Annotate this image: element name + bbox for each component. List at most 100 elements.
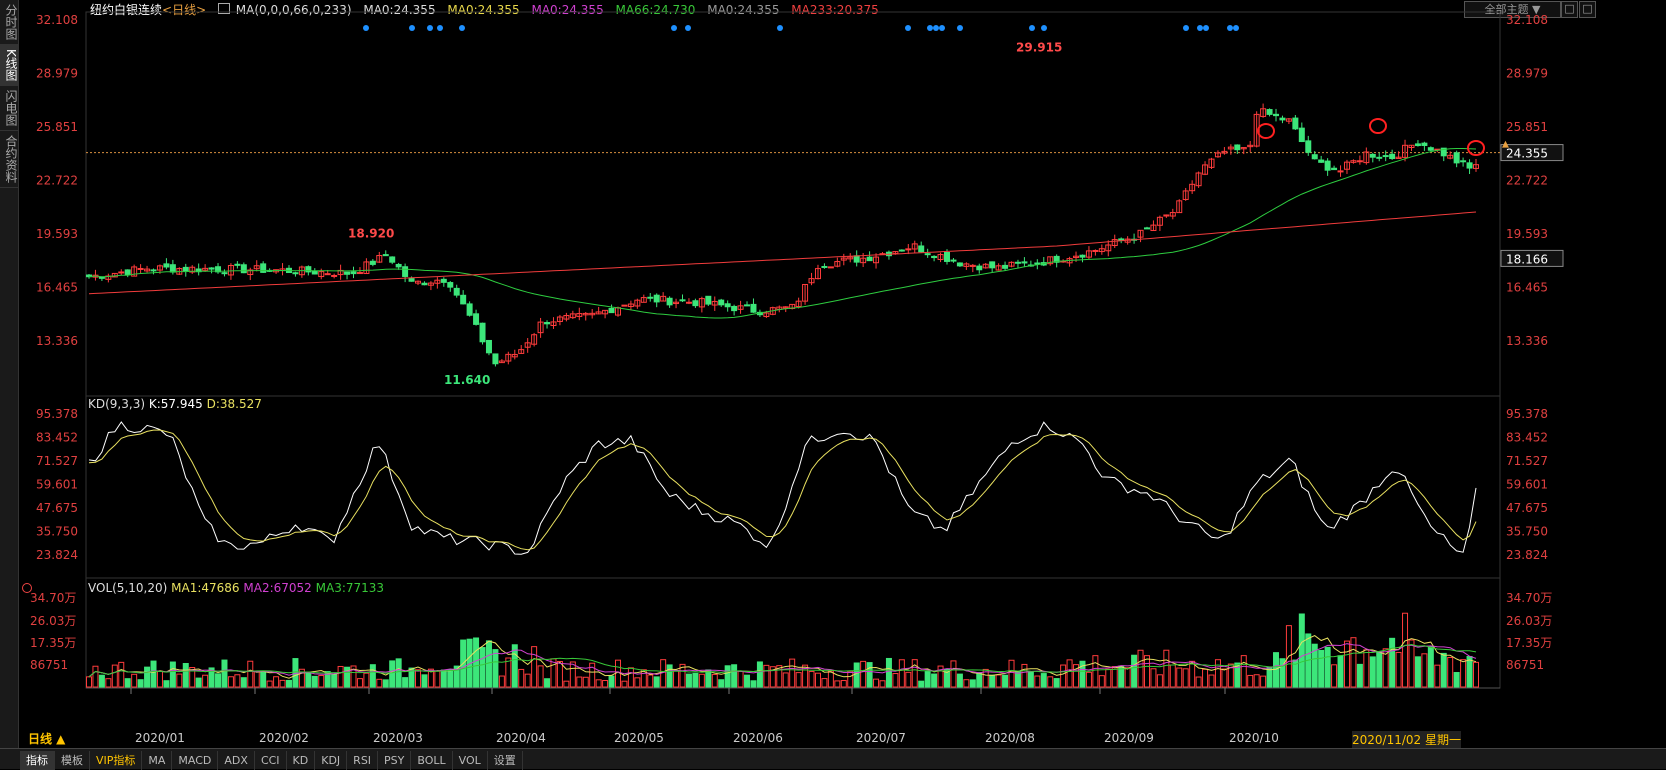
kd-tick-left: 47.675 xyxy=(36,501,78,515)
volume-bar xyxy=(1343,640,1350,688)
indicator-tab[interactable]: 模板 xyxy=(55,751,90,770)
candle-body xyxy=(434,279,441,284)
candle-body xyxy=(227,265,234,276)
candle-body xyxy=(1169,212,1176,217)
price-tick-left: 28.979 xyxy=(36,67,78,81)
candle-body xyxy=(440,278,447,283)
candle-body xyxy=(1460,160,1467,163)
volume-bar xyxy=(415,669,422,688)
volume-bar xyxy=(892,673,899,688)
volume-bar xyxy=(582,676,589,688)
candle-body xyxy=(802,283,809,302)
volume-bar xyxy=(156,670,163,688)
volume-bar xyxy=(169,661,176,688)
volume-bar xyxy=(369,664,376,688)
candle-body xyxy=(331,274,338,277)
tab-lightning[interactable]: 闪电图 xyxy=(0,86,18,131)
indicator-tab[interactable]: RSI xyxy=(347,751,379,770)
candle-body xyxy=(1182,190,1189,200)
tab-intraday[interactable]: 分时图 xyxy=(0,0,18,45)
price-tick-left: 13.336 xyxy=(36,334,78,348)
indicator-tab[interactable]: ADX xyxy=(218,751,255,770)
indicator-tab[interactable]: MA xyxy=(142,751,173,770)
volume-bar xyxy=(1047,676,1054,688)
candle-body xyxy=(240,264,247,274)
candle-body xyxy=(531,334,538,345)
volume-bar xyxy=(956,673,963,688)
ma-value: MA0:24.355 xyxy=(707,3,780,17)
signal-dot xyxy=(409,25,415,31)
candle-body xyxy=(763,312,770,318)
indicator-tab[interactable]: 设置 xyxy=(488,751,523,770)
annotation-circle xyxy=(1369,118,1387,134)
candle-body xyxy=(847,256,854,260)
indicator-tab[interactable]: KDJ xyxy=(315,751,348,770)
volume-bar xyxy=(750,680,757,688)
indicator-tab[interactable]: VOL xyxy=(453,751,488,770)
vol-tick-right: 86751 xyxy=(1506,658,1544,672)
volume-bar xyxy=(1131,654,1138,688)
window-button[interactable]: □ xyxy=(1561,1,1578,18)
candle-body xyxy=(956,262,963,267)
volume-bar xyxy=(944,668,951,688)
indicator-tab[interactable]: 指标 xyxy=(20,751,55,770)
volume-bar xyxy=(1460,659,1467,688)
period-button[interactable]: 日线 ▲ xyxy=(28,732,66,746)
candle-body xyxy=(1143,227,1150,230)
volume-bar xyxy=(853,662,860,688)
indicator-tab[interactable]: CCI xyxy=(255,751,287,770)
candle-body xyxy=(324,273,331,276)
volume-bar xyxy=(1369,656,1376,688)
kd-tick-left: 23.824 xyxy=(36,548,78,562)
candle-body xyxy=(1343,161,1350,170)
candle-body xyxy=(731,305,738,312)
tab-contract-info[interactable]: 合约资料 xyxy=(0,131,18,188)
volume-bar xyxy=(802,664,809,688)
candle-body xyxy=(485,339,492,354)
volume-bar xyxy=(1143,655,1150,688)
candle-body xyxy=(673,301,680,305)
candle-body xyxy=(1408,144,1415,148)
candle-body xyxy=(169,264,176,273)
candle-body xyxy=(660,295,667,302)
indicator-tab[interactable]: KD xyxy=(287,751,316,770)
ma233-line xyxy=(88,211,1477,295)
indicator-tab[interactable]: PSY xyxy=(378,751,412,770)
volume-bar xyxy=(640,669,647,688)
volume-bar xyxy=(518,668,525,688)
kd-k-line xyxy=(88,421,1477,555)
panel-settings-icon[interactable] xyxy=(22,583,32,593)
volume-bar xyxy=(1337,655,1344,688)
volume-bar xyxy=(479,647,486,688)
volume-bar xyxy=(86,676,92,688)
price-tick-left: 16.465 xyxy=(36,280,78,294)
volume-bar xyxy=(1234,662,1241,688)
vol-ma2: MA2:67052 xyxy=(243,581,312,595)
candle-body xyxy=(1440,147,1447,157)
signal-dot xyxy=(459,25,465,31)
volume-bar xyxy=(924,671,931,688)
window-button[interactable]: □ xyxy=(1579,1,1596,18)
candle-body xyxy=(421,282,428,286)
signal-dot xyxy=(1203,25,1209,31)
tab-kline[interactable]: K线图 xyxy=(0,45,18,86)
candle-body xyxy=(1369,153,1376,158)
volume-bar xyxy=(711,673,718,688)
candle-body xyxy=(711,300,718,306)
indicator-tab[interactable]: VIP指标 xyxy=(90,751,143,770)
volume-bar xyxy=(421,674,428,688)
volume-bar xyxy=(1260,675,1267,688)
indicator-tab[interactable]: MACD xyxy=(172,751,219,770)
volume-bar xyxy=(1214,659,1221,688)
volume-bar xyxy=(182,662,189,688)
theme-select[interactable]: 全部主题 ▼ xyxy=(1464,1,1561,18)
candle-body xyxy=(150,269,157,272)
candle-body xyxy=(1150,224,1157,232)
volume-bar xyxy=(311,675,318,688)
volume-bar xyxy=(995,674,1002,688)
indicator-tab[interactable]: BOLL xyxy=(411,751,453,770)
volume-bar xyxy=(976,672,983,688)
kd-tick-left: 35.750 xyxy=(36,524,78,538)
price-tick-right: 16.465 xyxy=(1506,280,1548,294)
